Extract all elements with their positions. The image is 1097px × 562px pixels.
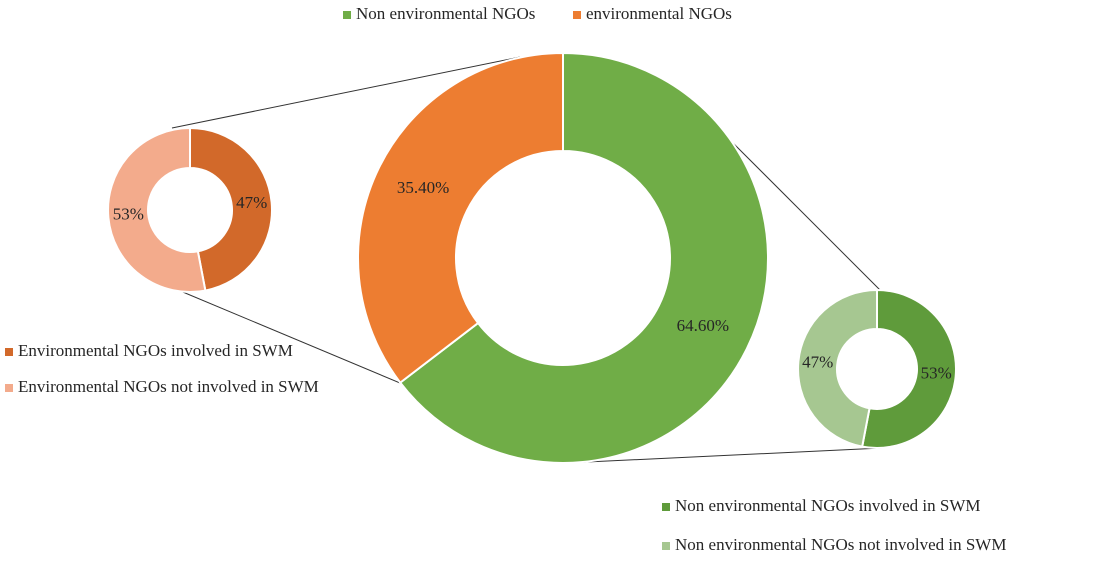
- donut-slice: [107, 126, 207, 293]
- data-label: 53%: [921, 364, 952, 383]
- legend-label: Non environmental NGOs: [356, 4, 535, 23]
- legend-label: Environmental NGOs involved in SWM: [18, 341, 293, 360]
- donut-slice: [796, 288, 878, 448]
- legend-swatch: [343, 11, 351, 19]
- legend-label: Non environmental NGOs involved in SWM: [675, 496, 981, 515]
- donut-slice: [357, 51, 564, 385]
- data-label: 53%: [113, 205, 144, 224]
- data-label: 47%: [236, 193, 267, 212]
- data-label: 64.60%: [677, 316, 729, 335]
- legend-swatch: [5, 384, 13, 392]
- legend-label: environmental NGOs: [586, 4, 732, 23]
- data-label: 35.40%: [397, 178, 449, 197]
- donut-slice: [398, 51, 769, 464]
- legend-swatch: [662, 503, 670, 511]
- legend-label: Non environmental NGOs not involved in S…: [675, 535, 1006, 554]
- connector: [171, 56, 521, 129]
- donut-slice: [189, 126, 273, 292]
- donut-slice: [861, 288, 957, 449]
- legend-swatch: [5, 348, 13, 356]
- data-label: 47%: [802, 352, 833, 371]
- legend-swatch: [573, 11, 581, 19]
- connector: [177, 289, 401, 384]
- connector: [565, 447, 883, 464]
- legend-label: Environmental NGOs not involved in SWM: [18, 377, 319, 396]
- legend-swatch: [662, 542, 670, 550]
